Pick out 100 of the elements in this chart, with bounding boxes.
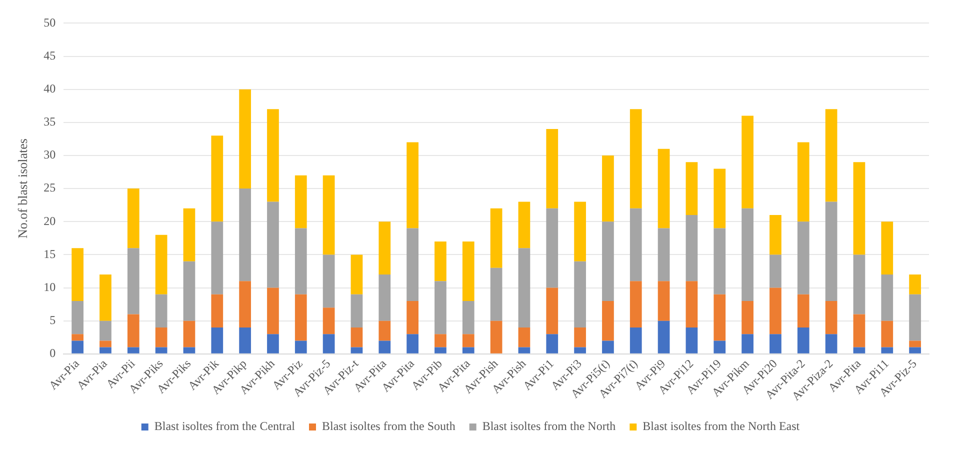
bar [909, 347, 921, 354]
bar [267, 109, 279, 202]
y-tick-label: 10 [44, 280, 56, 294]
bar [853, 254, 866, 314]
y-tick-label: 25 [44, 180, 56, 195]
bar [797, 142, 810, 222]
bar [406, 301, 418, 334]
bar [294, 228, 307, 294]
bar [462, 301, 474, 334]
bar [462, 241, 474, 302]
legend-label: Blast isoltes from the South [322, 419, 456, 434]
bar [406, 334, 418, 354]
bar [574, 261, 586, 328]
bar [155, 234, 168, 294]
y-axis-title: No.of blast isolates [15, 138, 30, 239]
bar [770, 215, 782, 255]
bar [211, 294, 224, 328]
bar [825, 202, 838, 302]
bar [686, 215, 698, 282]
y-tick-label: 15 [44, 246, 56, 261]
bar [434, 334, 446, 348]
bar [100, 320, 112, 341]
bar [490, 208, 502, 268]
bar [127, 248, 140, 314]
bar [742, 334, 754, 354]
y-tick-label: 40 [44, 82, 56, 96]
bar [714, 168, 726, 228]
bar [322, 334, 335, 354]
bar [490, 268, 502, 321]
bar [881, 320, 894, 348]
bar [797, 222, 810, 294]
bar [155, 294, 168, 328]
bar [406, 142, 418, 228]
y-tick-label: 35 [44, 114, 56, 129]
bar [462, 347, 474, 354]
bar [72, 301, 84, 334]
y-tick-label: 50 [44, 15, 56, 30]
bar [686, 281, 698, 328]
bar [100, 347, 112, 354]
bar [658, 228, 670, 282]
bar [742, 301, 754, 334]
bar [518, 327, 530, 348]
bar [742, 116, 754, 208]
y-tick-label: 0 [50, 346, 56, 360]
bar [518, 248, 530, 328]
bar [909, 340, 921, 348]
bar [490, 320, 502, 354]
bar [770, 288, 782, 334]
bar [350, 254, 363, 294]
bar [155, 327, 168, 348]
bar [853, 347, 866, 354]
bar [72, 248, 84, 302]
bar [127, 314, 140, 348]
bar [434, 281, 446, 334]
bar [378, 274, 391, 321]
bar [714, 294, 726, 341]
bar [853, 162, 866, 255]
bar [434, 241, 446, 282]
bar [546, 129, 558, 208]
bar [72, 340, 84, 354]
bar [853, 314, 866, 348]
legend-label: Blast isoltes from the North East [642, 419, 800, 434]
bar [462, 334, 474, 348]
legend-label: Blast isoltes from the North [482, 419, 616, 434]
bar [770, 334, 782, 354]
bar [686, 327, 698, 354]
y-tick-label: 45 [44, 48, 56, 62]
bar [797, 294, 810, 328]
bar [239, 188, 251, 282]
bar [602, 155, 614, 222]
bar [658, 320, 670, 354]
bar [546, 288, 558, 334]
bar [881, 347, 894, 354]
bar [100, 274, 112, 321]
bar [797, 327, 810, 354]
bar [825, 301, 838, 334]
bar [602, 340, 614, 354]
bar [714, 340, 726, 354]
bar [574, 347, 586, 354]
bar [155, 347, 168, 354]
bar [881, 274, 894, 321]
bar [546, 208, 558, 288]
bar [294, 340, 307, 354]
y-tick-label: 30 [44, 148, 56, 162]
legend-label: Blast isoltes from the Central [154, 419, 296, 434]
bar [825, 334, 838, 354]
bar [322, 254, 335, 308]
bar [602, 222, 614, 302]
bar [378, 340, 391, 354]
bar [658, 148, 670, 228]
bar [183, 261, 196, 321]
bar [72, 334, 84, 341]
bar [211, 222, 224, 294]
bar [742, 208, 754, 302]
bar [211, 136, 224, 222]
bar [881, 222, 894, 275]
bar [239, 327, 251, 354]
bar [909, 294, 921, 341]
bar [602, 301, 614, 341]
bar [658, 281, 670, 321]
